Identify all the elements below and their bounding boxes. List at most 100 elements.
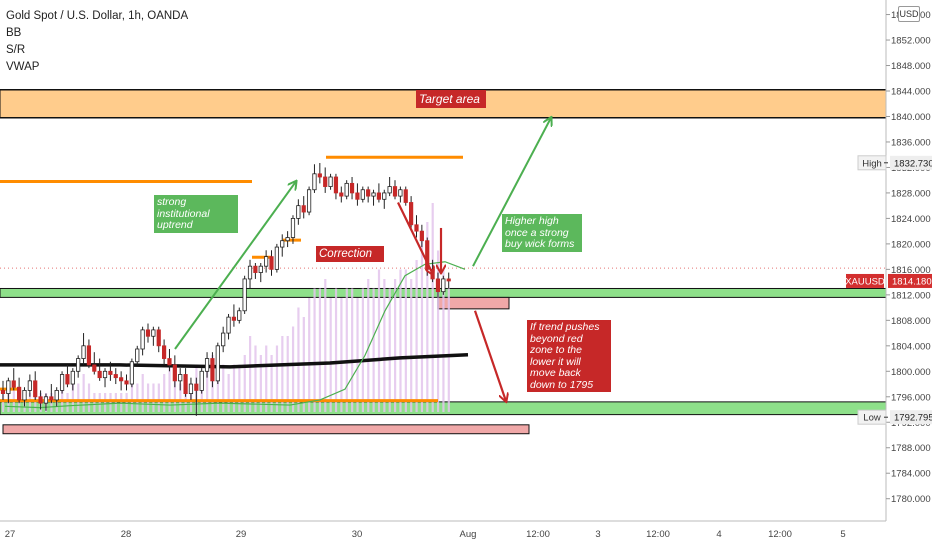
y-tick-label: 1812.000 <box>891 290 931 301</box>
candle-body <box>226 316 231 334</box>
volume-bar <box>281 336 284 412</box>
trend-pushes-note: If trend pushes beyond red zone to the l… <box>527 320 611 402</box>
candle-body <box>301 205 306 213</box>
candle-body <box>11 380 16 388</box>
vwap-line <box>0 352 469 369</box>
x-axis[interactable]: 27 28 29 30 Aug 12:00 3 12:00 4 12:00 5 <box>0 520 886 540</box>
candle-body <box>366 189 371 197</box>
y-tick-label: 1788.000 <box>891 443 931 454</box>
symbol-title[interactable]: Gold Spot / U.S. Dollar, 1h, OANDA <box>6 10 189 22</box>
candle-body <box>242 278 247 312</box>
indicator-sr[interactable]: S/R <box>6 44 26 56</box>
candle-body <box>269 256 274 270</box>
arrows-layer <box>174 118 551 401</box>
volume-bar <box>249 336 252 412</box>
candle-body <box>86 345 92 366</box>
y-tick-label: 1796.000 <box>891 392 931 403</box>
volume-bar <box>152 383 155 412</box>
candle-body <box>247 265 253 280</box>
volume-bar <box>361 288 364 412</box>
candle-body <box>231 316 237 321</box>
volume-bar <box>297 307 300 412</box>
candle-body <box>76 358 81 372</box>
y-tick-label: 1804.000 <box>891 341 931 352</box>
volume-bar <box>270 355 273 412</box>
candle-body <box>414 224 419 232</box>
candle-body <box>419 230 424 242</box>
candle-body <box>27 380 32 391</box>
high-tag-value: 1832.730 <box>894 158 932 169</box>
y-tick-label: 1836.000 <box>891 137 931 148</box>
candle-body <box>280 240 285 248</box>
volume-bar <box>356 298 359 412</box>
volume-bar <box>87 383 91 412</box>
y-tick-label: 1848.000 <box>891 61 931 72</box>
candle-body <box>237 310 242 321</box>
candle-body <box>17 386 22 401</box>
candle-body <box>210 358 215 382</box>
currency-badge[interactable]: USD <box>898 6 920 22</box>
candle-body <box>102 370 108 379</box>
y-tick-label: 1800.000 <box>891 367 931 378</box>
candle-body <box>398 189 403 197</box>
volume-bar <box>340 298 343 412</box>
chart-legend: Gold Spot / U.S. Dollar, 1h, OANDA BB S/… <box>6 8 188 76</box>
candle-body <box>382 192 387 200</box>
x-tick-label: 12:00 <box>526 529 550 540</box>
volume-bar <box>410 279 413 412</box>
volume-bar <box>308 298 311 412</box>
higher-high-note: Higher high once a strong buy wick forms <box>502 214 582 252</box>
volume-bar <box>136 383 139 412</box>
volume-bar <box>130 383 134 412</box>
volume-bar <box>291 326 295 412</box>
candle-body <box>135 348 140 363</box>
candle-body <box>33 380 38 398</box>
correction-note: Correction <box>316 246 384 262</box>
volume-bar <box>232 364 236 412</box>
candle-body <box>221 332 226 347</box>
zone-4 <box>2 424 530 435</box>
bollinger-band <box>4 261 466 409</box>
volume-bar <box>222 364 225 412</box>
x-tick-label: 12:00 <box>646 529 670 540</box>
y-tick-label: 1808.000 <box>891 316 931 327</box>
candle-body <box>65 374 70 385</box>
indicator-vwap[interactable]: VWAP <box>6 61 40 73</box>
volume-bar <box>254 345 257 412</box>
candle-body <box>183 374 188 394</box>
volume-bar <box>286 336 289 412</box>
volume-bar <box>404 269 407 412</box>
x-tick-label: 28 <box>121 529 132 540</box>
y-tick-label: 1820.000 <box>891 239 931 250</box>
volume-bar <box>109 393 112 412</box>
low-tag-label: Low <box>863 413 881 424</box>
volume-bar <box>442 269 445 412</box>
volume-bar <box>173 374 177 412</box>
candle-body <box>376 192 382 200</box>
volume-bar <box>66 393 69 412</box>
candle-body <box>258 265 263 273</box>
correction-arrow <box>397 202 433 274</box>
x-tick-label: 3 <box>595 529 600 540</box>
indicator-bb[interactable]: BB <box>6 27 22 39</box>
y-tick-label: 1840.000 <box>891 112 931 123</box>
volume-bar <box>313 288 316 412</box>
volume-bar <box>372 288 375 412</box>
volume-bar <box>329 298 332 412</box>
candle-body <box>355 192 360 200</box>
candle-body <box>6 380 11 394</box>
volume-bar <box>61 383 64 412</box>
y-tick-label: 1852.000 <box>891 36 931 47</box>
low-tag-bg <box>890 410 932 425</box>
candle-body <box>344 182 349 197</box>
volume-bar <box>243 355 246 412</box>
x-tick-label: 4 <box>716 529 721 540</box>
target-area-label: Target area <box>416 90 486 108</box>
down-arrow <box>473 310 506 401</box>
symbol-tag-value: 1814.180 <box>892 276 932 287</box>
volume-bar <box>415 260 418 412</box>
high-tag-label: High <box>862 158 882 169</box>
candle-body <box>43 396 49 404</box>
volume-bar <box>351 288 354 412</box>
